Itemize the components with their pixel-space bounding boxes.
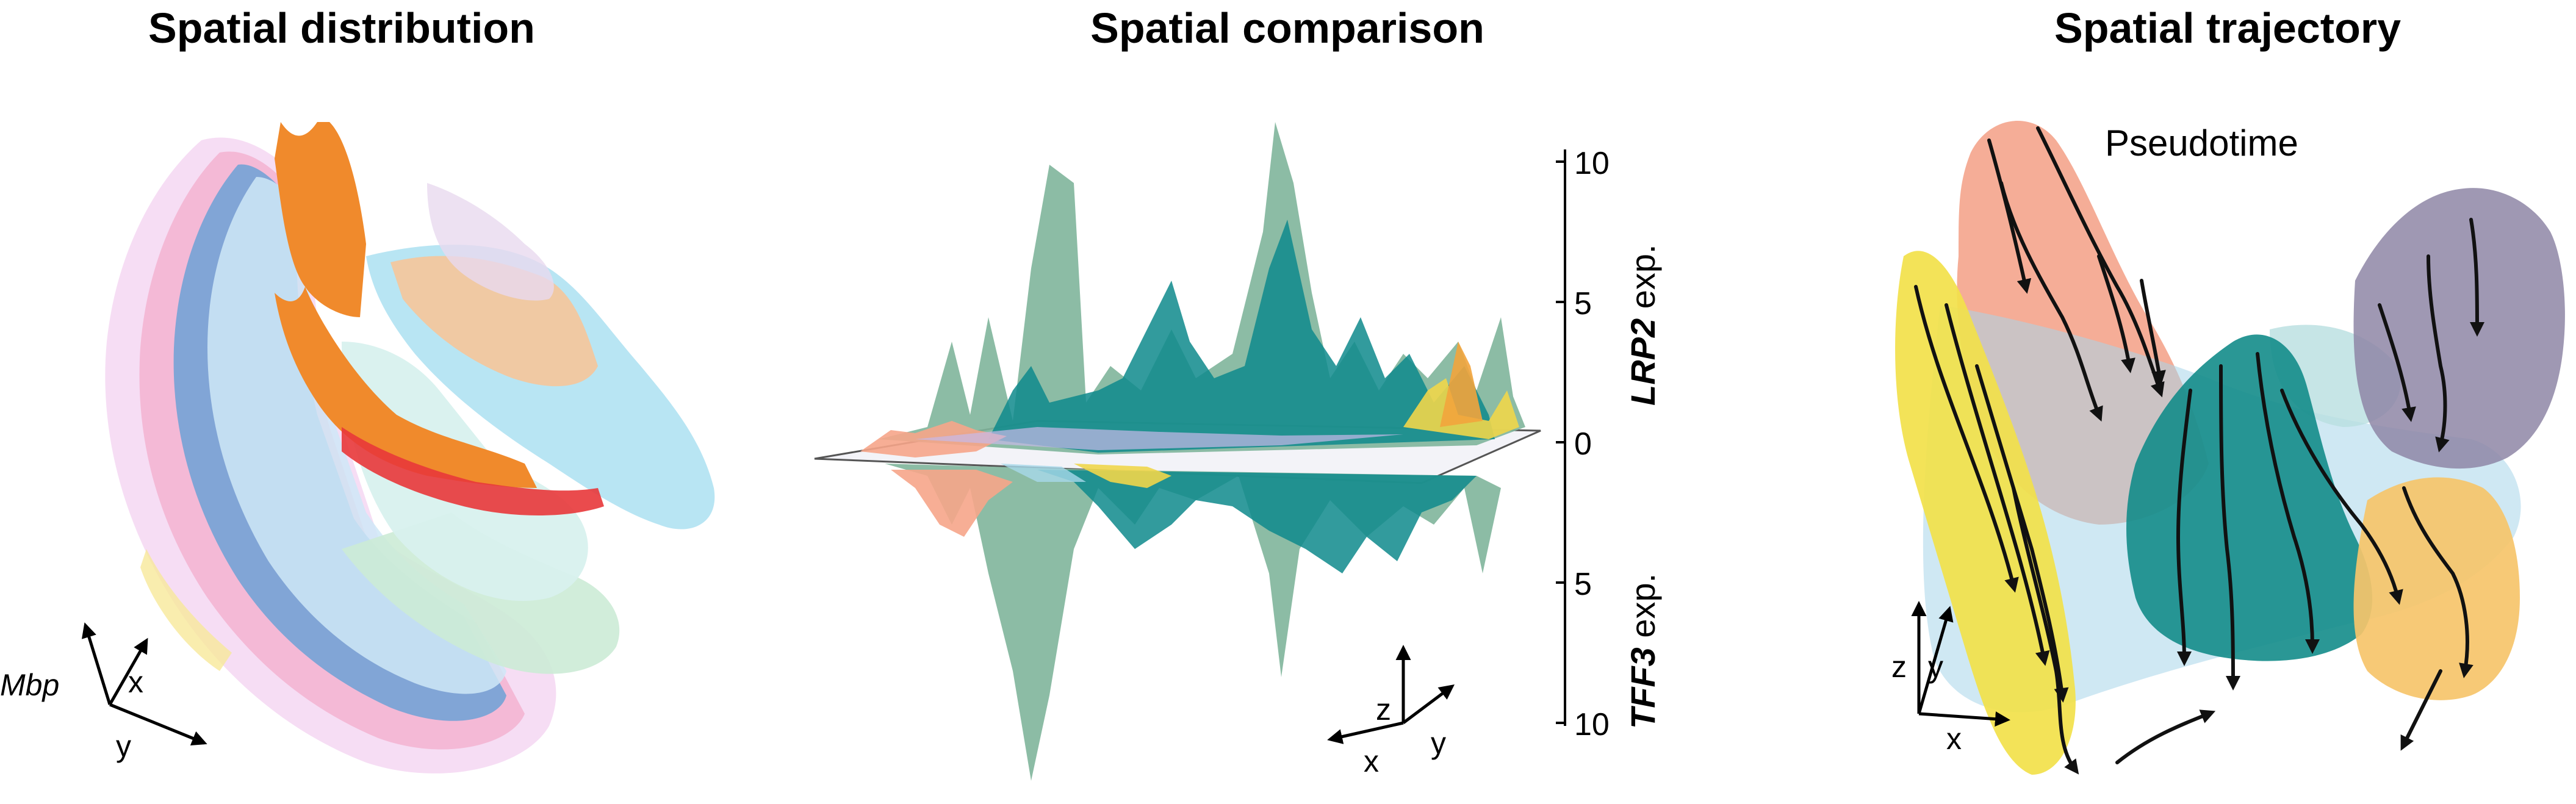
- streamline: [1945, 303, 2050, 666]
- lower-expression-peaks: [891, 470, 1013, 537]
- streamline: [2402, 486, 2473, 678]
- streamline: [1999, 181, 2103, 422]
- streamline: [2012, 486, 2079, 775]
- streamline: [2115, 709, 2216, 764]
- trajectory-surface: [1895, 120, 2565, 775]
- streamline: [2280, 389, 2403, 605]
- axis-label-z: z: [1891, 650, 1907, 684]
- lower-expression-peaks: [1037, 470, 1477, 573]
- pseudotime-label: Pseudotime: [2105, 123, 2298, 163]
- streamline: [2176, 389, 2192, 666]
- streamline: [2256, 352, 2320, 654]
- panel-title-trajectory: Spatial trajectory: [2054, 4, 2401, 52]
- surface-region: [275, 287, 537, 488]
- axis-label-x: x: [1946, 722, 1962, 756]
- streamline: [1914, 285, 2019, 593]
- upper-gene-axis-label: LRP2 exp.: [1624, 244, 1662, 406]
- surface-region: [275, 122, 366, 317]
- surface-region: [2353, 477, 2520, 700]
- streamline: [2036, 126, 2165, 398]
- trajectory-streamlines: [1914, 126, 2484, 775]
- lower-expression-peaks: [885, 464, 1501, 781]
- comparison-surface: [814, 122, 1541, 781]
- streamline: [2219, 364, 2240, 691]
- upper-expression-peaks: [1440, 342, 1483, 427]
- streamline: [2097, 254, 2135, 373]
- scale-tick-label: 10: [1574, 707, 1610, 742]
- axis-label-mbp: Mbp: [0, 668, 59, 702]
- axis-label-x: x: [1364, 744, 1379, 778]
- axis-label-x: x: [128, 665, 143, 699]
- axes-indicator-distribution: Mbp x y: [0, 622, 207, 763]
- streamline: [2140, 279, 2166, 386]
- upper-gene-name: LRP2: [1624, 318, 1662, 406]
- lower-expression-peaks: [1001, 464, 1086, 482]
- lower-gene-name: TFF3: [1624, 647, 1662, 729]
- upper-expression-peaks: [915, 427, 1403, 450]
- upper-expression-peaks: [988, 220, 1495, 453]
- axis-label-y: y: [116, 729, 131, 763]
- axes-indicator-trajectory: z y x: [1891, 601, 2010, 756]
- lower-gene-axis-label: TFF3 exp.: [1624, 573, 1662, 729]
- axes-indicator-comparison: z x y: [1327, 645, 1455, 778]
- streamline: [2378, 303, 2416, 422]
- scale-tick-label: 10: [1574, 146, 1610, 181]
- surface-region: [427, 183, 554, 301]
- panel-title-distribution: Spatial distribution: [148, 4, 535, 52]
- surface-region: [1895, 251, 2076, 775]
- scale-tick-label: 0: [1574, 426, 1592, 462]
- lower-expression-peaks: [1074, 464, 1171, 488]
- streamline: [2427, 254, 2450, 453]
- scale-tick-label: 5: [1574, 567, 1592, 602]
- axis-label-y: y: [1431, 726, 1446, 760]
- surface-region: [342, 427, 604, 515]
- surface-region: [140, 549, 232, 671]
- scale-tick-label: 5: [1574, 286, 1592, 321]
- streamline: [2469, 218, 2484, 337]
- expression-scale: 10 5 0 5 10 LRP2 exp. TFF3 exp.: [1556, 146, 1662, 742]
- distribution-surface: [105, 122, 715, 773]
- streamline: [2400, 669, 2442, 751]
- upper-expression-peaks: [1403, 378, 1519, 439]
- streamline: [1975, 364, 2069, 703]
- axis-label-z: z: [1376, 692, 1391, 727]
- lower-gene-suffix: exp.: [1624, 573, 1662, 647]
- axis-label-y: y: [1928, 650, 1943, 684]
- upper-gene-suffix: exp.: [1624, 244, 1662, 318]
- panel-title-comparison: Spatial comparison: [1090, 4, 1484, 52]
